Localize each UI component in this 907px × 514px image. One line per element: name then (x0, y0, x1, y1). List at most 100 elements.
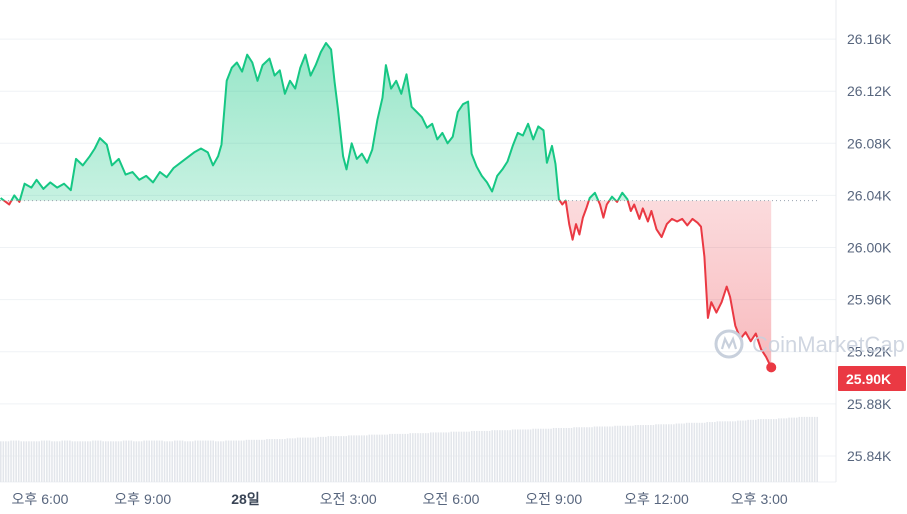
volume-bar (795, 417, 798, 482)
volume-bar (171, 441, 174, 482)
volume-bar (445, 432, 447, 482)
volume-bar (110, 441, 112, 482)
volume-bar (755, 419, 757, 482)
volume-bar (261, 439, 263, 482)
volume-bar (363, 435, 365, 482)
volume-bar (719, 421, 721, 482)
price-area (0, 43, 772, 368)
volume-bar (266, 439, 268, 482)
volume-bar (227, 440, 230, 482)
volume-bar (440, 432, 442, 482)
x-tick-label: 오후 6:00 (12, 491, 69, 507)
volume-bar (355, 435, 358, 482)
volume-bar (685, 422, 688, 482)
volume-bar (724, 421, 726, 482)
volume-bar (281, 439, 284, 482)
volume-bar (66, 440, 69, 482)
volume-bar (151, 440, 153, 482)
volume-bar (271, 439, 273, 482)
volume-bar (394, 433, 396, 482)
volume-bar (424, 433, 427, 482)
coinmarketcap-logo-icon (714, 329, 744, 359)
volume-bar (38, 441, 40, 482)
volume-bar (427, 433, 429, 482)
y-tick-label: 25.96K (847, 292, 892, 308)
volume-bar (412, 433, 414, 482)
volume-bar (28, 441, 30, 482)
volume-bar (808, 416, 811, 482)
volume-bar (97, 440, 99, 482)
volume-bar (578, 427, 580, 482)
volume-bar (422, 433, 424, 482)
volume-bar (61, 440, 63, 482)
volume-bar (803, 416, 806, 482)
volume-bar (373, 434, 376, 482)
volume-bar (289, 438, 291, 482)
volume-bar (468, 431, 470, 482)
volume-bar (570, 427, 573, 482)
volume-bar (12, 440, 15, 482)
volume-bar (524, 429, 527, 482)
volume-bar (148, 440, 151, 482)
volume-bar (785, 418, 788, 482)
volume-bar (552, 427, 555, 482)
volume-bar (122, 440, 125, 482)
volume-bar (478, 430, 481, 482)
volume-bar (309, 437, 312, 482)
volume-bar (629, 425, 632, 482)
volume-bar (417, 433, 419, 482)
volume-bar (534, 428, 537, 482)
volume-bar (117, 441, 120, 482)
x-axis-ticks: 오후 6:00 오후 9:00 28일 오전 3:00 오전 6:00 오전 9:00 오후… (12, 491, 788, 507)
volume-bar (621, 425, 624, 482)
volume-bar (115, 441, 117, 482)
volume-bar (642, 425, 644, 482)
volume-bar (302, 437, 304, 482)
volume-bar (560, 427, 563, 482)
volume-bar (127, 440, 130, 482)
volume-bar (698, 422, 701, 482)
volume-bar (496, 430, 499, 482)
volume-bar (199, 440, 202, 482)
volume-bar (409, 433, 412, 482)
volume-bar (575, 427, 578, 482)
volume-bar (358, 435, 360, 482)
volume-bar (790, 417, 793, 482)
volume-bar (762, 419, 765, 482)
watermark: CoinMarketCap (714, 329, 905, 359)
volume-bar (721, 421, 724, 482)
volume-bar (527, 429, 529, 482)
volume-bar (89, 441, 92, 482)
volume-bar (33, 441, 35, 482)
volume-bar (345, 436, 348, 482)
volume-bar (381, 434, 383, 482)
volume-bar (729, 421, 731, 482)
volume-bar (747, 419, 749, 482)
volume-bar (683, 423, 685, 482)
volume-bar (619, 425, 621, 482)
volume-bar (401, 433, 404, 482)
volume-bar (25, 441, 28, 482)
volume-bar (51, 441, 53, 482)
volume-bar (378, 434, 381, 482)
volume-bar (48, 440, 51, 482)
volume-bar (504, 430, 506, 482)
volume-bar (447, 432, 450, 482)
volume-bar (181, 440, 184, 482)
volume-bar (760, 419, 762, 482)
volume-bar (775, 419, 778, 482)
volume-bar (519, 429, 522, 482)
volume-bar (276, 439, 278, 482)
volume-bar (770, 419, 772, 482)
volume-bar (798, 416, 801, 482)
volume-bar (153, 440, 156, 482)
volume-bar (291, 438, 294, 482)
volume-bar (647, 425, 650, 482)
volume-bar (644, 425, 647, 482)
volume-bar (225, 440, 227, 482)
volume-bar (163, 441, 166, 482)
volume-bar (376, 434, 378, 482)
volume-bar (87, 441, 89, 482)
volume-bar (611, 426, 614, 482)
volume-bar (542, 428, 545, 482)
